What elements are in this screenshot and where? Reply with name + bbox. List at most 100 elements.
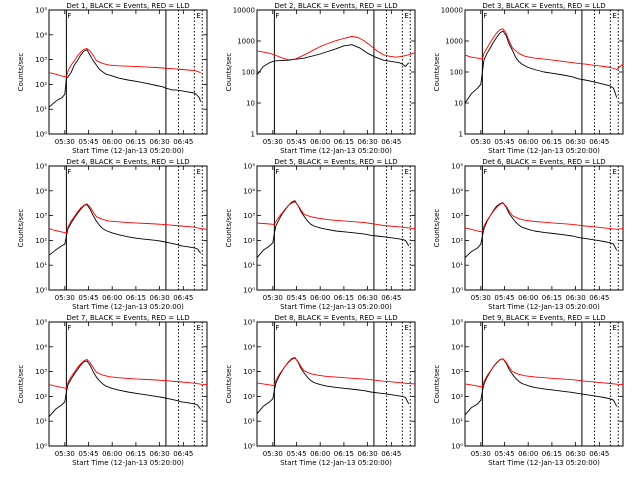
plot-1-xtick-label: 06:15 bbox=[126, 138, 146, 146]
plot-5-ytick-label: 10² bbox=[243, 237, 255, 245]
plot-6-title: Det 6, BLACK = Events, RED = LLD bbox=[482, 158, 605, 166]
plot-9-frame bbox=[464, 321, 624, 447]
plot-3-marker-f-label: F bbox=[483, 12, 487, 20]
plot-5-ytick-label: 10¹ bbox=[243, 262, 255, 270]
plot-6-xlabel: Start Time (12-Jan-13 05:20:00) bbox=[488, 303, 600, 311]
plot-3-xlabel: Start Time (12-Jan-13 05:20:00) bbox=[488, 147, 600, 155]
plot-4-frame bbox=[48, 165, 208, 291]
plot-7-title: Det 7, BLACK = Events, RED = LLD bbox=[66, 314, 189, 322]
plot-7-marker-f-label: F bbox=[67, 324, 71, 332]
plot-9-events-series bbox=[464, 358, 618, 416]
plot-1-ytick-label: 10² bbox=[35, 81, 47, 89]
plot-4-ylabel: Counts/sec bbox=[17, 209, 25, 248]
plot-5-frame bbox=[256, 165, 416, 291]
plot-2-xtick-label: 05:45 bbox=[286, 138, 306, 146]
plot-1-ytick-label: 10⁰ bbox=[35, 131, 47, 139]
plot-1-events-series bbox=[48, 49, 202, 108]
plot-5-ytick-label: 10⁰ bbox=[243, 287, 255, 295]
plot-1-xtick-label: 06:00 bbox=[102, 138, 122, 146]
plot-3-xtick-label: 05:30 bbox=[471, 138, 491, 146]
plot-8-xtick-label: 05:45 bbox=[286, 450, 306, 458]
plot-7-xtick-label: 05:45 bbox=[78, 450, 98, 458]
plot-6-ytick-label: 10⁵ bbox=[451, 163, 463, 171]
plot-1-ytick-label: 10⁴ bbox=[35, 31, 47, 39]
plot-2-ytick-label: 1000 bbox=[237, 38, 255, 46]
plot-8-ytick-label: 10¹ bbox=[243, 418, 255, 426]
plot-6-ytick-label: 10¹ bbox=[451, 262, 463, 270]
plot-9-xtick-label: 06:30 bbox=[566, 450, 586, 458]
plot-4-xtick-label: 05:30 bbox=[55, 294, 75, 302]
plot-2-marker-e-label: E bbox=[404, 12, 408, 20]
plot-9-xtick-label: 05:30 bbox=[471, 450, 491, 458]
plot-3-ytick-label: 10000 bbox=[441, 7, 463, 15]
plot-8-lld-series bbox=[256, 357, 416, 387]
plot-3-xtick-label: 06:45 bbox=[589, 138, 609, 146]
plot-5-events-series bbox=[256, 200, 410, 258]
plot-1-ytick-label: 10³ bbox=[35, 56, 47, 64]
plot-2-ytick-label: 10000 bbox=[233, 7, 255, 15]
plot-9-ytick-label: 10⁰ bbox=[451, 443, 463, 451]
plot-2-xlabel: Start Time (12-Jan-13 05:20:00) bbox=[280, 147, 392, 155]
plot-8-xlabel: Start Time (12-Jan-13 05:20:00) bbox=[280, 459, 392, 467]
plot-7-xtick-label: 06:00 bbox=[102, 450, 122, 458]
plot-1-xtick-label: 05:30 bbox=[55, 138, 75, 146]
plot-1-ytick-label: 10¹ bbox=[35, 106, 47, 114]
plot-5-marker-f-label: F bbox=[275, 168, 279, 176]
plot-5-title: Det 5, BLACK = Events, RED = LLD bbox=[274, 158, 397, 166]
plot-7-xtick-label: 06:15 bbox=[126, 450, 146, 458]
plot-4-marker-e-label: E bbox=[196, 168, 200, 176]
plot-6-xtick-label: 05:45 bbox=[494, 294, 514, 302]
plot-3-events-series bbox=[464, 30, 618, 104]
plot-1-ytick-label: 10⁵ bbox=[35, 7, 47, 15]
plot-4-lld-series bbox=[48, 203, 208, 234]
plot-5-xtick-label: 06:15 bbox=[334, 294, 354, 302]
plot-9-ytick-label: 10¹ bbox=[451, 418, 463, 426]
plot-1-lld-series bbox=[48, 48, 201, 78]
plot-4-ytick-label: 10¹ bbox=[35, 262, 47, 270]
plot-9-ytick-label: 10³ bbox=[451, 368, 463, 376]
plot-2-ytick-label: 10 bbox=[246, 100, 255, 108]
plot-9-marker-e-label: E bbox=[612, 324, 616, 332]
plot-1-marker-e-label: E bbox=[196, 12, 200, 20]
plot-9-ytick-label: 10⁵ bbox=[451, 319, 463, 327]
plot-6-frame bbox=[464, 165, 624, 291]
plot-6-ytick-label: 10² bbox=[451, 237, 463, 245]
plot-3-lld-series bbox=[464, 28, 624, 70]
plot-4-xtick-label: 06:15 bbox=[126, 294, 146, 302]
plot-6-xtick-label: 06:00 bbox=[518, 294, 538, 302]
plot-6-xtick-label: 05:30 bbox=[471, 294, 491, 302]
plot-2-lld-series bbox=[256, 36, 416, 61]
plot-7-ytick-label: 10⁴ bbox=[35, 343, 47, 351]
plot-6-ytick-label: 10⁰ bbox=[451, 287, 463, 295]
plot-8-xtick-label: 06:30 bbox=[358, 450, 378, 458]
plot-6-lld-series bbox=[464, 202, 624, 233]
plot-3-marker-e-label: E bbox=[612, 12, 616, 20]
plot-6-marker-f-label: F bbox=[483, 168, 487, 176]
plot-9-xtick-label: 06:15 bbox=[542, 450, 562, 458]
plot-6-marker-e-label: E bbox=[612, 168, 616, 176]
plot-3-ytick-label: 1000 bbox=[445, 38, 463, 46]
plot-8-xtick-label: 06:00 bbox=[310, 450, 330, 458]
plot-8-ytick-label: 10⁰ bbox=[243, 443, 255, 451]
plot-7-ytick-label: 10³ bbox=[35, 368, 47, 376]
plot-2-marker-f-label: F bbox=[275, 12, 279, 20]
plot-1-marker-f-label: F bbox=[67, 12, 71, 20]
plot-8-marker-f-label: F bbox=[275, 324, 279, 332]
plot-9-lld-series bbox=[464, 358, 624, 388]
plot-3-xtick-label: 05:45 bbox=[494, 138, 514, 146]
plot-3-xtick-label: 06:00 bbox=[518, 138, 538, 146]
plot-3-ytick-label: 100 bbox=[450, 69, 463, 77]
plot-8-ytick-label: 10² bbox=[243, 393, 255, 401]
plot-9-ytick-label: 10² bbox=[451, 393, 463, 401]
plot-5-xtick-label: 05:30 bbox=[263, 294, 283, 302]
plot-8-ytick-label: 10⁴ bbox=[243, 343, 255, 351]
plot-8-xtick-label: 06:15 bbox=[334, 450, 354, 458]
plot-4-xtick-label: 06:30 bbox=[150, 294, 170, 302]
plot-5-ylabel: Counts/sec bbox=[225, 209, 233, 248]
plot-5-lld-series bbox=[256, 201, 416, 230]
plot-1-frame bbox=[48, 9, 208, 135]
plot-5-xtick-label: 05:45 bbox=[286, 294, 306, 302]
plot-4-events-series bbox=[48, 204, 202, 256]
plot-4-xtick-label: 06:00 bbox=[102, 294, 122, 302]
